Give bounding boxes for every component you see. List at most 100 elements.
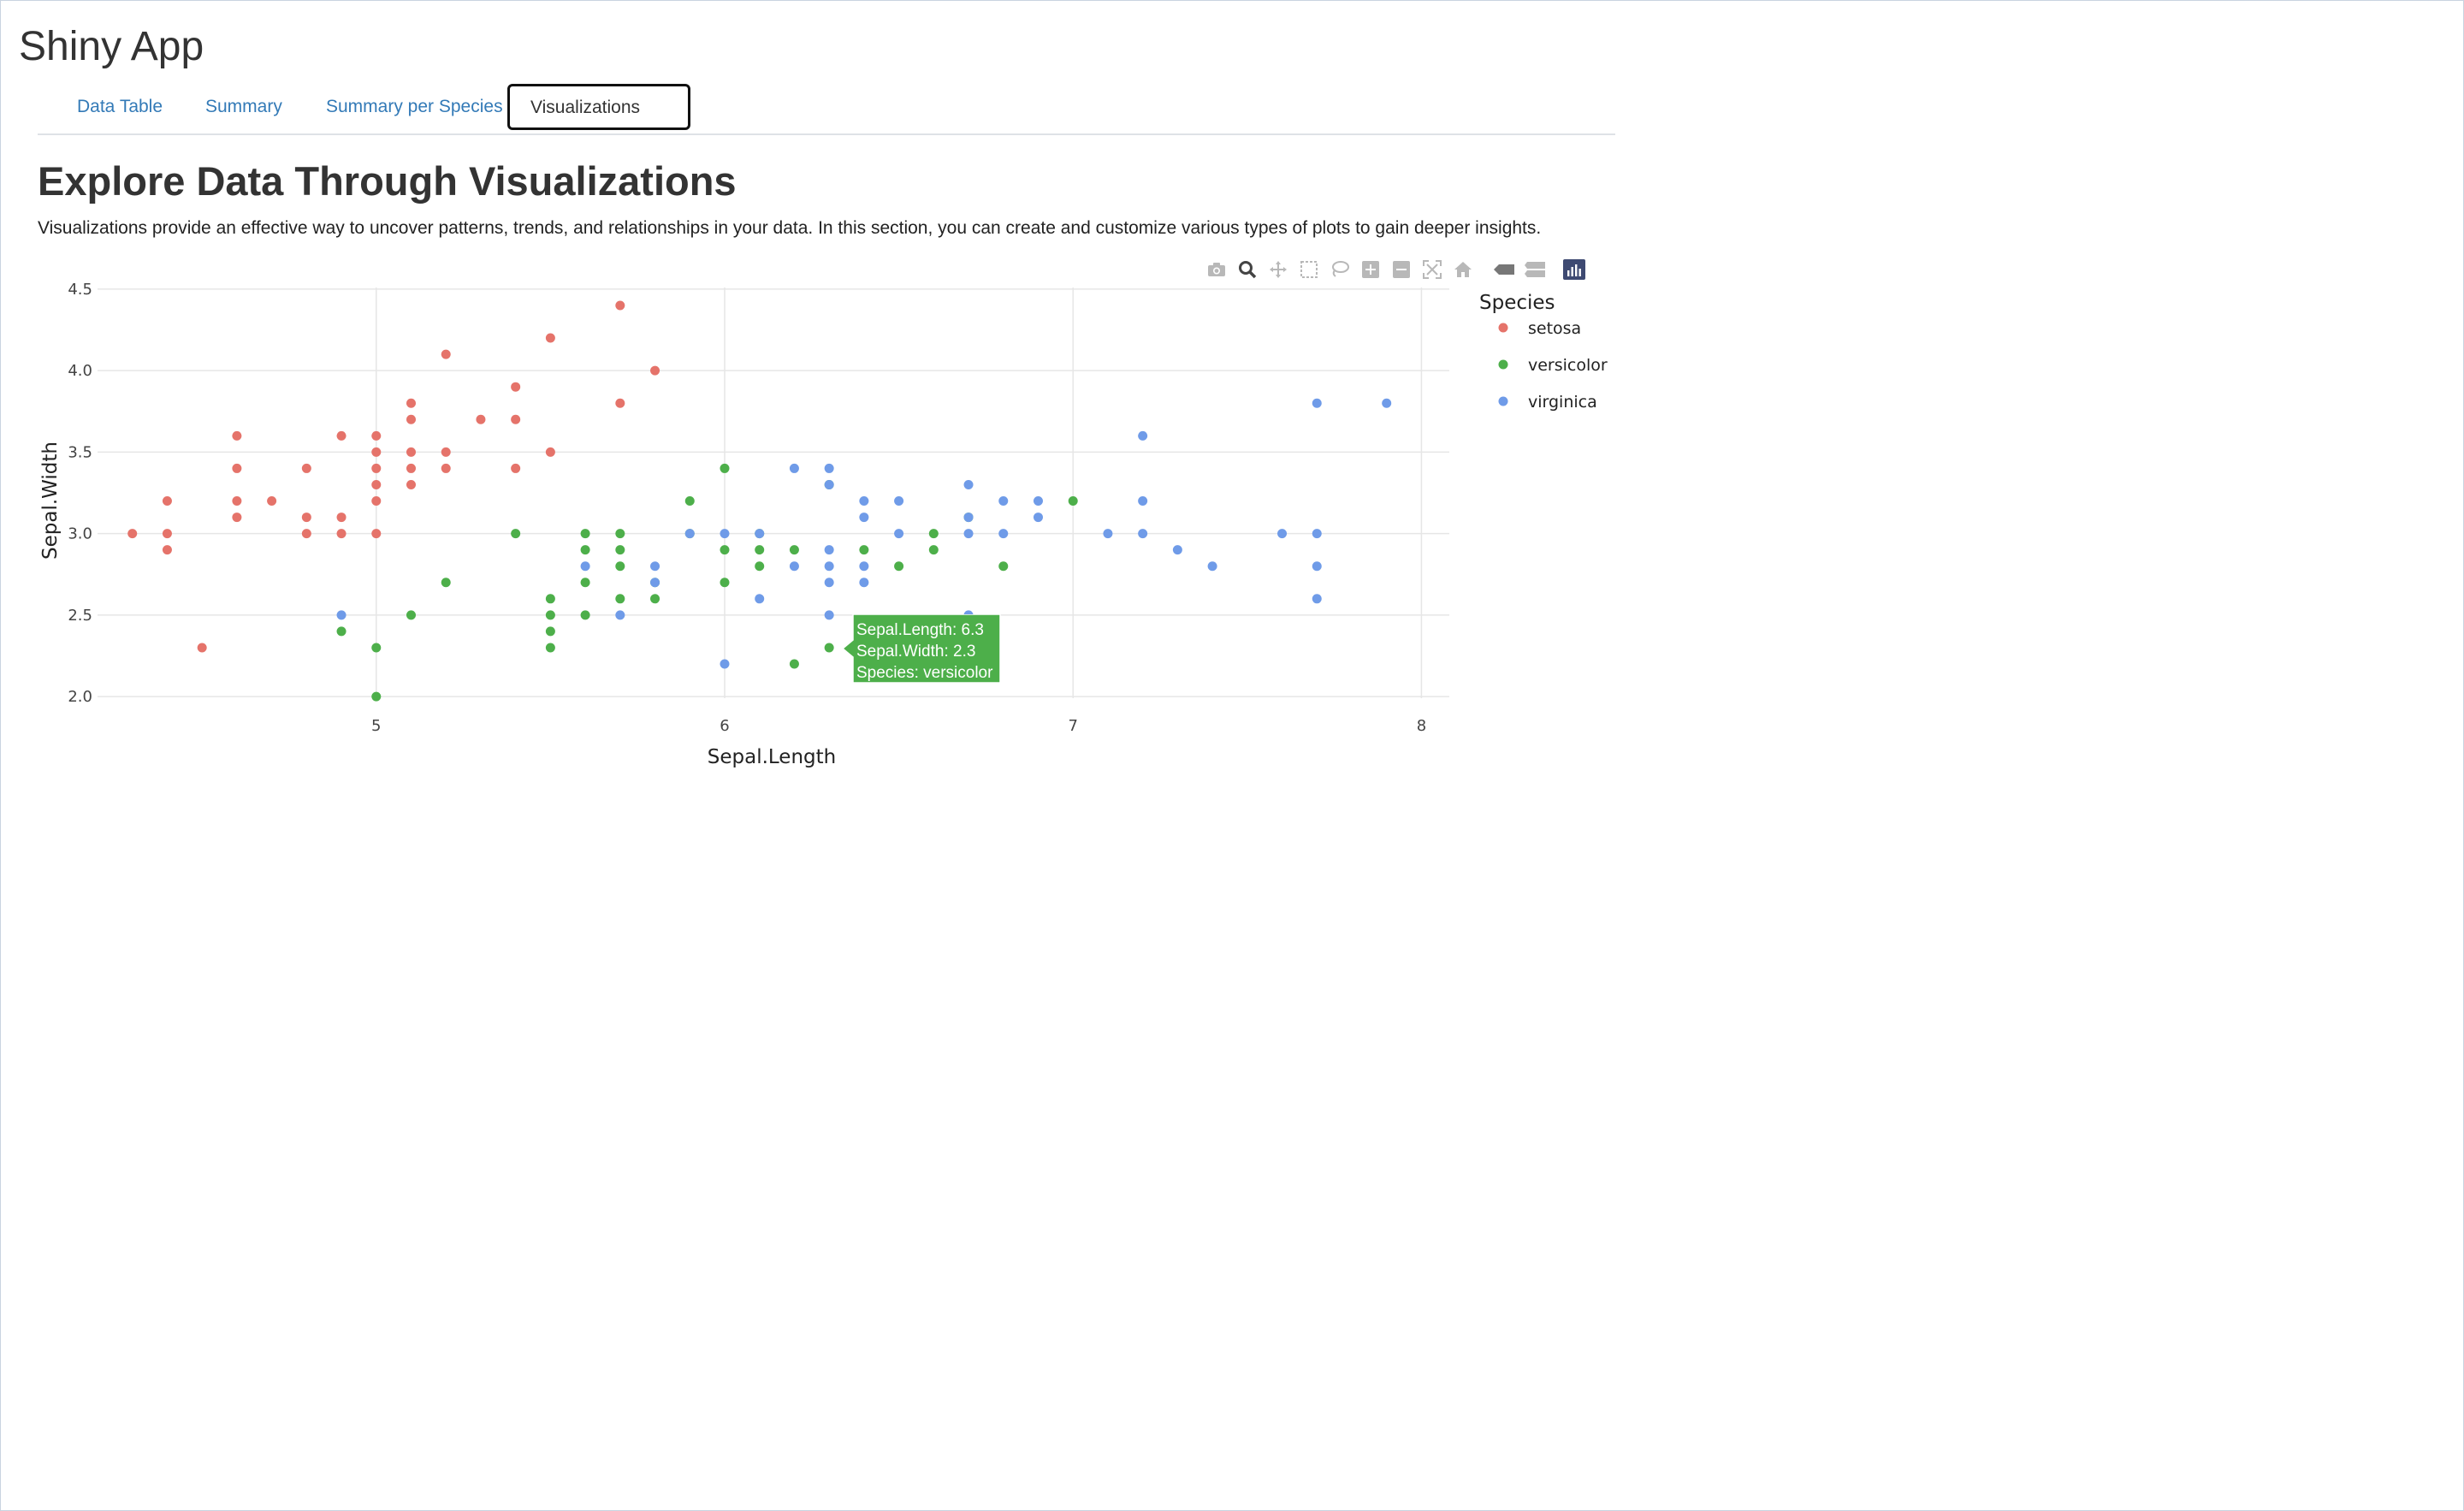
data-point-versicolor[interactable] (441, 578, 451, 588)
data-point-setosa[interactable] (336, 529, 346, 539)
data-point-setosa[interactable] (336, 513, 346, 523)
data-point-versicolor[interactable] (545, 610, 555, 620)
data-point-setosa[interactable] (371, 496, 382, 507)
data-point-virginica[interactable] (720, 659, 730, 669)
data-point-setosa[interactable] (301, 513, 311, 523)
zoom-icon[interactable] (1232, 257, 1263, 282)
data-point-virginica[interactable] (580, 561, 590, 572)
data-point-versicolor[interactable] (789, 659, 799, 669)
data-point-versicolor[interactable] (615, 529, 625, 539)
data-point-virginica[interactable] (1033, 496, 1043, 507)
camera-icon[interactable] (1201, 257, 1232, 282)
data-point-versicolor[interactable] (720, 578, 730, 588)
data-point-virginica[interactable] (824, 610, 834, 620)
data-point-setosa[interactable] (406, 414, 416, 424)
data-point-virginica[interactable] (894, 529, 904, 539)
hover-compare-icon[interactable] (1519, 257, 1550, 282)
data-point-virginica[interactable] (963, 529, 974, 539)
reset-axes-icon[interactable] (1448, 257, 1478, 282)
data-point-setosa[interactable] (232, 430, 242, 441)
tab-summary[interactable]: Summary (205, 97, 282, 116)
data-point-virginica[interactable] (1312, 561, 1322, 572)
data-point-versicolor[interactable] (511, 529, 521, 539)
data-point-versicolor[interactable] (824, 643, 834, 653)
data-point-setosa[interactable] (232, 513, 242, 523)
data-point-setosa[interactable] (162, 496, 172, 507)
data-point-virginica[interactable] (650, 561, 660, 572)
data-point-virginica[interactable] (1033, 513, 1043, 523)
data-point-virginica[interactable] (824, 545, 834, 555)
data-point-setosa[interactable] (545, 333, 555, 343)
data-point-virginica[interactable] (1207, 561, 1217, 572)
data-point-setosa[interactable] (650, 365, 660, 376)
lasso-select-icon[interactable] (1324, 257, 1355, 282)
data-point-versicolor[interactable] (928, 529, 939, 539)
data-point-setosa[interactable] (476, 414, 486, 424)
data-point-setosa[interactable] (197, 643, 207, 653)
legend-marker-virginica[interactable] (1498, 396, 1508, 406)
data-point-setosa[interactable] (127, 529, 138, 539)
plotly-logo-icon[interactable] (1559, 257, 1590, 282)
legend-label-virginica[interactable]: virginica (1528, 393, 1597, 412)
data-point-setosa[interactable] (301, 463, 311, 473)
data-point-versicolor[interactable] (720, 545, 730, 555)
data-point-setosa[interactable] (511, 382, 521, 392)
data-point-setosa[interactable] (406, 479, 416, 489)
zoom-out-icon[interactable] (1386, 257, 1417, 282)
data-point-setosa[interactable] (511, 414, 521, 424)
data-point-versicolor[interactable] (650, 594, 660, 604)
data-point-virginica[interactable] (789, 561, 799, 572)
data-point-virginica[interactable] (859, 578, 869, 588)
data-point-versicolor[interactable] (789, 545, 799, 555)
data-point-setosa[interactable] (406, 447, 416, 457)
legend-label-setosa[interactable]: setosa (1528, 319, 1581, 338)
data-point-setosa[interactable] (336, 430, 346, 441)
autoscale-icon[interactable] (1417, 257, 1448, 282)
data-point-virginica[interactable] (1312, 398, 1322, 408)
data-point-versicolor[interactable] (1068, 496, 1078, 507)
data-point-versicolor[interactable] (580, 610, 590, 620)
data-point-virginica[interactable] (1138, 529, 1148, 539)
data-point-virginica[interactable] (824, 479, 834, 489)
legend-marker-setosa[interactable] (1498, 323, 1508, 333)
tab-summary-per-species[interactable]: Summary per Species (326, 97, 503, 116)
data-point-versicolor[interactable] (998, 561, 1009, 572)
data-point-virginica[interactable] (894, 496, 904, 507)
data-point-versicolor[interactable] (371, 691, 382, 702)
zoom-in-icon[interactable] (1355, 257, 1386, 282)
data-point-setosa[interactable] (511, 463, 521, 473)
pan-icon[interactable] (1263, 257, 1294, 282)
data-point-setosa[interactable] (371, 479, 382, 489)
data-point-versicolor[interactable] (580, 545, 590, 555)
data-point-versicolor[interactable] (859, 545, 869, 555)
data-point-versicolor[interactable] (755, 545, 765, 555)
data-point-setosa[interactable] (232, 463, 242, 473)
data-point-setosa[interactable] (441, 447, 451, 457)
data-point-virginica[interactable] (1138, 496, 1148, 507)
data-point-setosa[interactable] (162, 545, 172, 555)
data-point-versicolor[interactable] (371, 643, 382, 653)
data-point-versicolor[interactable] (894, 561, 904, 572)
data-point-virginica[interactable] (684, 529, 695, 539)
scatter-plot[interactable]: 5 6 7 8 2.0 2.5 3.0 3.5 4.0 4.5 Sepal.Length Sepa… (0, 257, 1626, 787)
data-point-versicolor[interactable] (615, 561, 625, 572)
data-point-virginica[interactable] (824, 561, 834, 572)
data-point-virginica[interactable] (998, 529, 1009, 539)
data-point-setosa[interactable] (301, 529, 311, 539)
data-point-virginica[interactable] (824, 578, 834, 588)
data-point-versicolor[interactable] (545, 643, 555, 653)
data-point-versicolor[interactable] (615, 545, 625, 555)
data-point-virginica[interactable] (1312, 529, 1322, 539)
data-point-virginica[interactable] (789, 463, 799, 473)
data-point-versicolor[interactable] (615, 594, 625, 604)
data-point-setosa[interactable] (232, 496, 242, 507)
data-point-virginica[interactable] (1138, 430, 1148, 441)
data-point-virginica[interactable] (336, 610, 346, 620)
hover-closest-icon[interactable] (1489, 257, 1519, 282)
data-point-virginica[interactable] (1103, 529, 1113, 539)
data-points[interactable] (127, 300, 1392, 702)
data-point-versicolor[interactable] (580, 529, 590, 539)
data-point-versicolor[interactable] (684, 496, 695, 507)
data-point-versicolor[interactable] (336, 626, 346, 637)
tab-visualizations[interactable]: Visualizations (507, 84, 690, 130)
